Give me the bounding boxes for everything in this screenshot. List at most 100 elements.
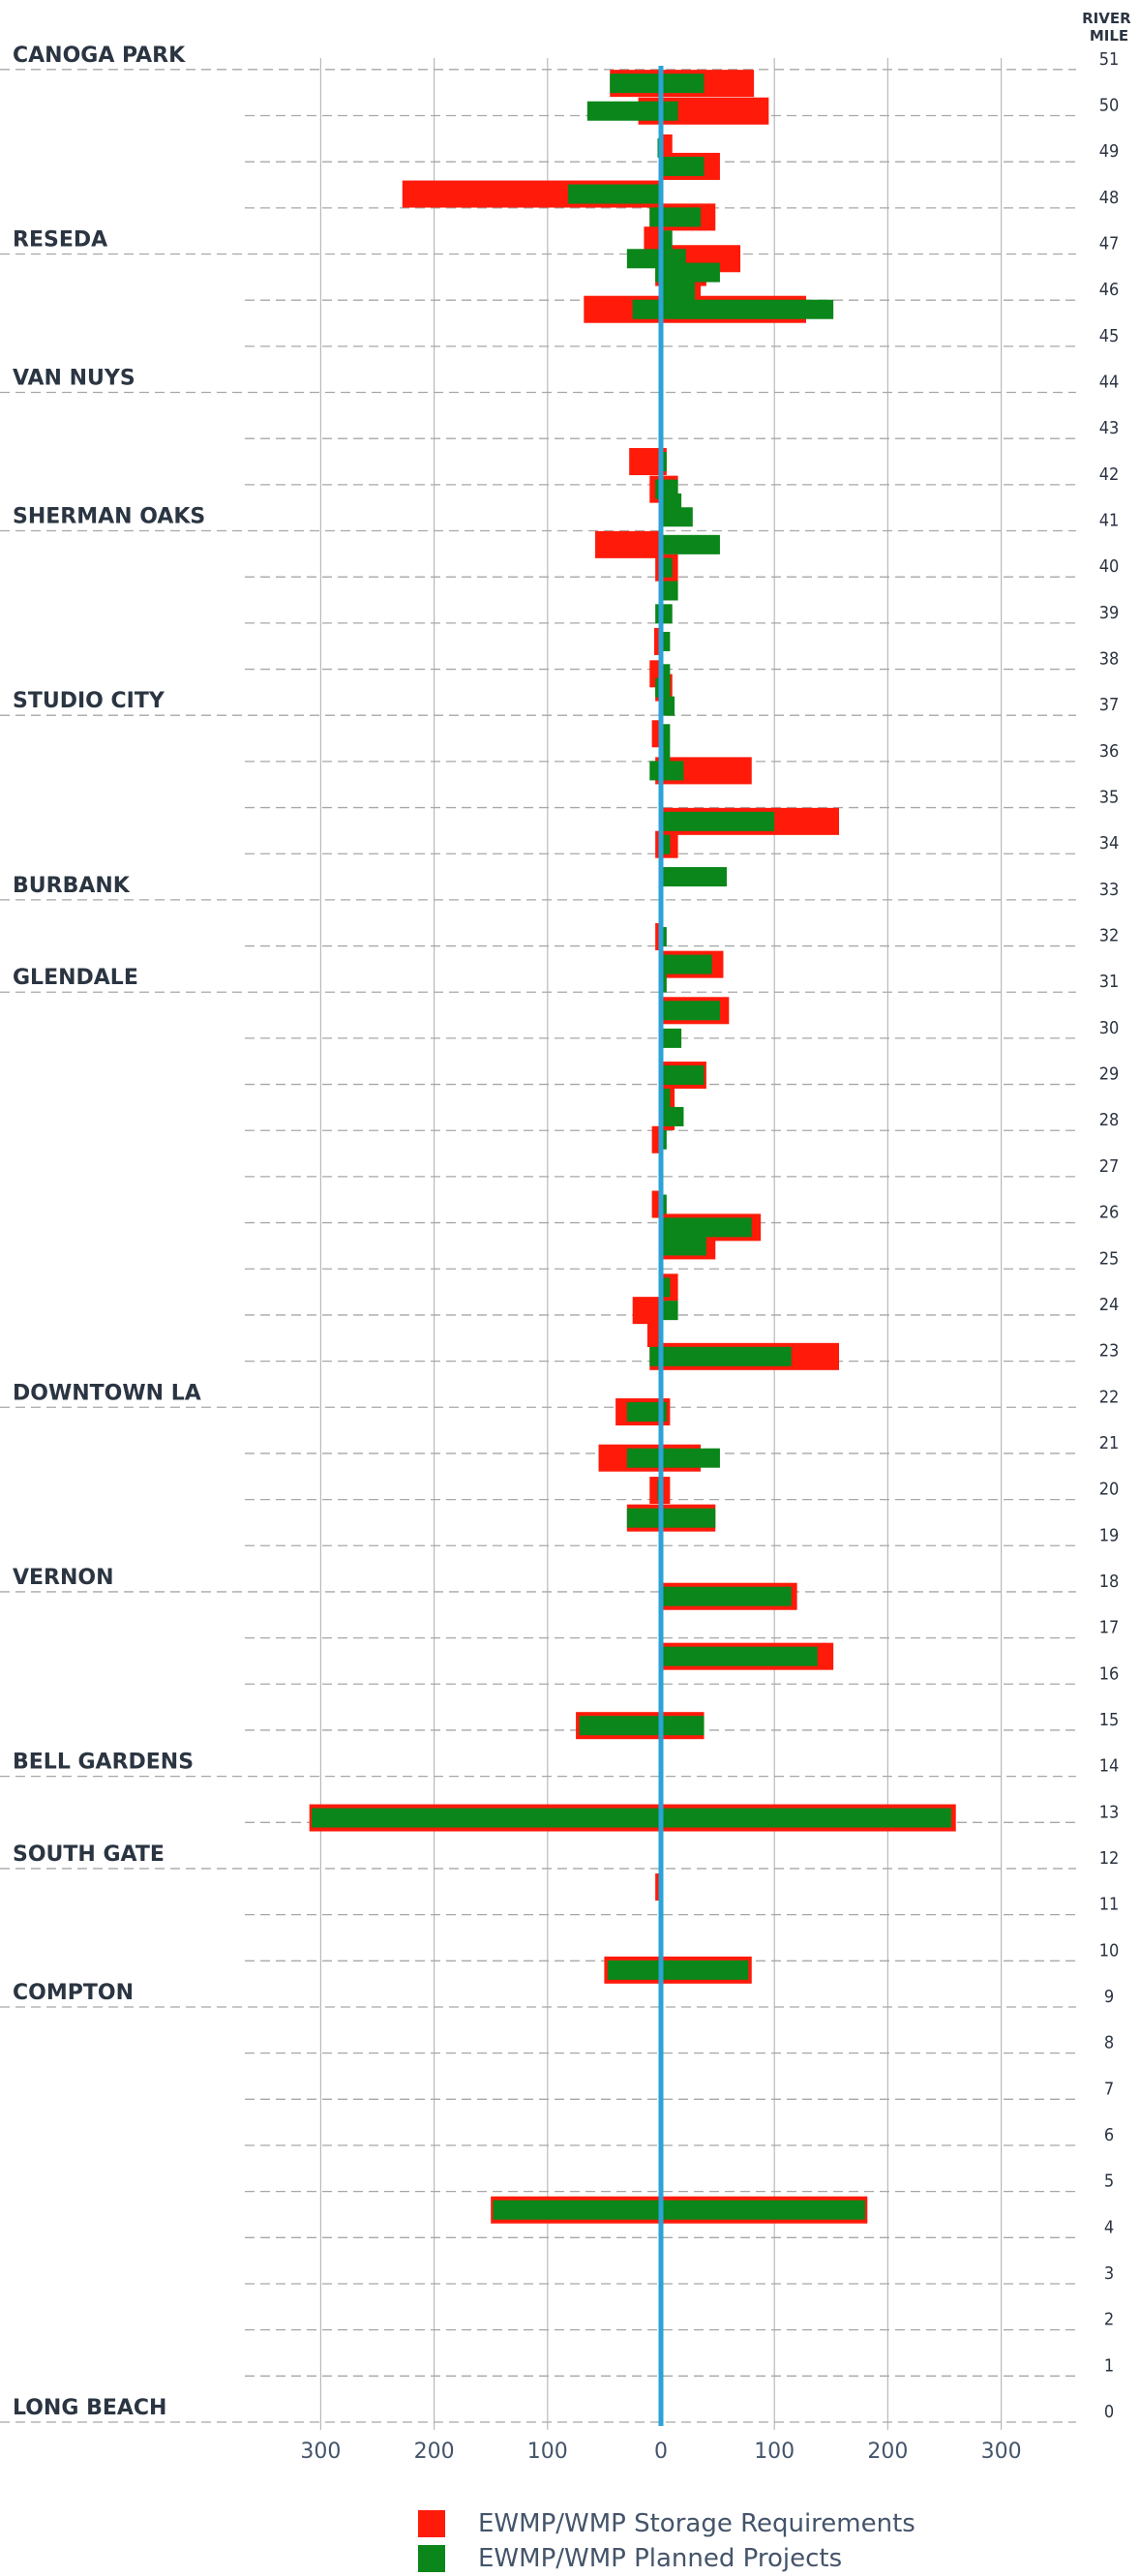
planned-project-bar <box>661 696 675 716</box>
planned-project-bar <box>661 724 671 744</box>
river-mile-label: 43 <box>1099 418 1120 438</box>
river-mile-label: 17 <box>1099 1618 1120 1638</box>
x-tick-label: 300 <box>300 2440 341 2464</box>
river-mile-label: 12 <box>1099 1848 1120 1869</box>
planned-project-bar <box>661 1028 682 1048</box>
planned-project-bar <box>661 973 667 993</box>
river-mile-label: 3 <box>1104 2263 1114 2284</box>
city-label: STUDIO CITY <box>13 689 165 713</box>
river-mile-label: 23 <box>1099 1341 1120 1362</box>
river-mile-label: 0 <box>1104 2402 1114 2422</box>
planned-project-bar <box>579 1716 705 1736</box>
planned-project-bar <box>649 207 702 227</box>
planned-project-bar <box>661 1217 752 1238</box>
river-mile-label: 49 <box>1099 141 1120 162</box>
gridlines <box>319 58 1003 2430</box>
river-mile-label: 37 <box>1099 695 1120 715</box>
city-label: DOWNTOWN LA <box>13 1381 201 1405</box>
planned-project-bar <box>661 534 720 554</box>
planned-project-bar <box>632 299 834 319</box>
river-mile-label: 26 <box>1099 1203 1120 1223</box>
storage-requirement-bar <box>595 530 661 558</box>
planned-project-bar <box>626 1508 716 1528</box>
planned-project-bar <box>661 1194 667 1214</box>
planned-project-bar <box>661 156 705 176</box>
river-mile-label: 10 <box>1099 1940 1120 1961</box>
storage-requirement-bar <box>661 134 673 162</box>
river-mile-label: 31 <box>1099 972 1120 992</box>
planned-project-bar <box>626 1402 667 1423</box>
legend-label-planned: EWMP/WMP Planned Projects <box>478 2544 843 2573</box>
planned-project-bar <box>312 1808 952 1828</box>
river-mile-label: 27 <box>1099 1156 1120 1177</box>
planned-project-bar <box>655 262 720 283</box>
storage-requirement-bar <box>655 923 661 951</box>
river-mile-label: 34 <box>1099 833 1120 854</box>
planned-project-bar <box>661 230 673 251</box>
planned-project-bar <box>661 1106 684 1126</box>
planned-project-bar <box>661 557 673 578</box>
planned-project-bar <box>661 867 727 887</box>
river-mile-label: 32 <box>1099 926 1120 946</box>
storage-requirement-bar <box>651 1190 661 1218</box>
storage-requirement-bar <box>651 720 661 748</box>
city-label: VAN NUYS <box>13 367 135 391</box>
river-mile-label: 1 <box>1104 2355 1114 2376</box>
planned-project-bar <box>661 1646 818 1666</box>
planned-project-bar <box>649 1346 792 1366</box>
river-mile-label: 50 <box>1099 96 1120 116</box>
planned-project-bar <box>607 1960 749 1980</box>
planned-project-bar <box>661 1088 671 1108</box>
storage-requirement-bar <box>644 226 661 255</box>
legend-swatch-storage <box>418 2510 445 2537</box>
planned-project-bar <box>661 631 671 651</box>
river-mile-label: 9 <box>1104 1987 1114 2007</box>
planned-project-bar <box>626 1448 720 1468</box>
river-mile-label: 6 <box>1104 2125 1114 2145</box>
river-mile-label: 16 <box>1099 1663 1120 1684</box>
river-mile-label: 38 <box>1099 649 1120 670</box>
river-mile-label: 35 <box>1099 788 1120 808</box>
planned-project-bar <box>661 742 671 763</box>
storage-requirement-bar <box>649 660 661 688</box>
legend: EWMP/WMP Storage Requirements EWMP/WMP P… <box>418 2506 915 2576</box>
planned-project-bar <box>661 811 775 831</box>
x-tick-label: 200 <box>867 2440 908 2464</box>
planned-project-bar <box>610 74 705 94</box>
x-tick-label: 300 <box>981 2440 1022 2464</box>
planned-project-bar <box>661 507 693 527</box>
city-label: LONG BEACH <box>13 2396 166 2420</box>
x-tick-label: 100 <box>527 2440 568 2464</box>
river-mile-label: 7 <box>1104 2079 1114 2099</box>
storage-requirement-bar <box>653 627 661 655</box>
river-mile-label: 45 <box>1099 326 1120 346</box>
planned-project-bar <box>655 604 673 624</box>
x-tick-label: 100 <box>754 2440 795 2464</box>
storage-requirement-bar <box>632 1297 661 1325</box>
storage-requirement-bar <box>655 1873 661 1902</box>
river-mile-label: 22 <box>1099 1387 1120 1407</box>
river-mile-label: 41 <box>1099 511 1120 531</box>
city-label: SOUTH GATE <box>13 1842 165 1867</box>
city-labels: CANOGA PARK RESEDA VAN NUYS SHERMAN OAKS STU… <box>13 44 205 2420</box>
river-mile-label: 47 <box>1099 234 1120 255</box>
x-tick-label: 0 <box>654 2440 668 2464</box>
river-mile-label: 8 <box>1104 2033 1114 2053</box>
river-mile-label: 15 <box>1099 1710 1120 1730</box>
river-mile-label: 44 <box>1099 373 1120 393</box>
storage-requirement-bar <box>651 1125 661 1153</box>
planned-project-bar <box>661 834 671 854</box>
river-mile-label: 28 <box>1099 1110 1120 1130</box>
planned-project-bar <box>661 581 678 601</box>
river-mile-label: 36 <box>1099 741 1120 762</box>
planned-project-bar <box>661 1586 792 1606</box>
planned-project-bar <box>661 1065 705 1086</box>
planned-project-bar <box>661 452 667 472</box>
planned-project-bar <box>661 664 671 684</box>
river-mile-label: 2 <box>1104 2310 1114 2330</box>
river-mile-label: 11 <box>1099 1895 1120 1915</box>
river-mile-label: 46 <box>1099 280 1120 300</box>
river-mile-label: 19 <box>1099 1525 1120 1545</box>
planned-project-bar <box>493 2200 865 2220</box>
